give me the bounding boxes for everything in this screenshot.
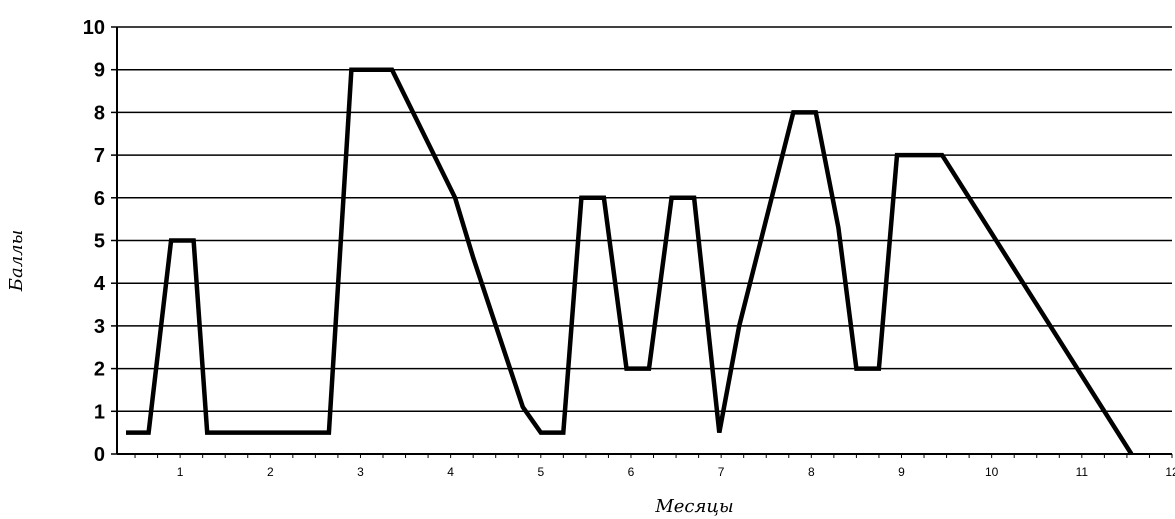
y-tick-labels: 0 1 2 3 4 5 6 7 8 9 10 — [83, 17, 106, 466]
series-line-0 — [126, 67, 1134, 456]
y-tick-label-9: 9 — [94, 60, 105, 82]
x-tick-label-4: 4 — [447, 465, 454, 479]
y-tick-label-7: 7 — [94, 145, 105, 167]
y-tick-label-0: 0 — [94, 444, 105, 466]
x-tick-label-5: 5 — [537, 465, 544, 479]
y-tick-label-6: 6 — [94, 188, 105, 210]
y-axis-label: Баллы — [6, 230, 27, 293]
x-tick-label-8: 8 — [808, 465, 815, 479]
x-tick-label-12: 12 — [1165, 465, 1175, 479]
x-tick-label-7: 7 — [718, 465, 725, 479]
x-axis-label: Месяцы — [654, 496, 733, 517]
x-tick-label-9: 9 — [898, 465, 905, 479]
y-tick-label-4: 4 — [94, 273, 106, 295]
x-tick-label-10: 10 — [985, 465, 999, 479]
y-tick-label-1: 1 — [94, 401, 105, 423]
y-tick-label-8: 8 — [94, 102, 105, 124]
x-tick-label-2: 2 — [267, 465, 274, 479]
x-tick-label-6: 6 — [628, 465, 635, 479]
x-tick-label-11: 11 — [1076, 465, 1089, 479]
y-tick-label-2: 2 — [94, 359, 105, 381]
x-tick-label-3: 3 — [357, 465, 364, 479]
y-tick-label-5: 5 — [94, 231, 105, 253]
axes — [111, 26, 1173, 458]
y-tick-label-3: 3 — [94, 316, 105, 338]
gridlines — [117, 26, 1172, 413]
y-tick-label-10: 10 — [83, 17, 105, 39]
x-tick-labels: 123456789101112 — [177, 465, 1175, 479]
x-tick-label-1: 1 — [177, 465, 184, 479]
series-group — [126, 67, 1134, 456]
